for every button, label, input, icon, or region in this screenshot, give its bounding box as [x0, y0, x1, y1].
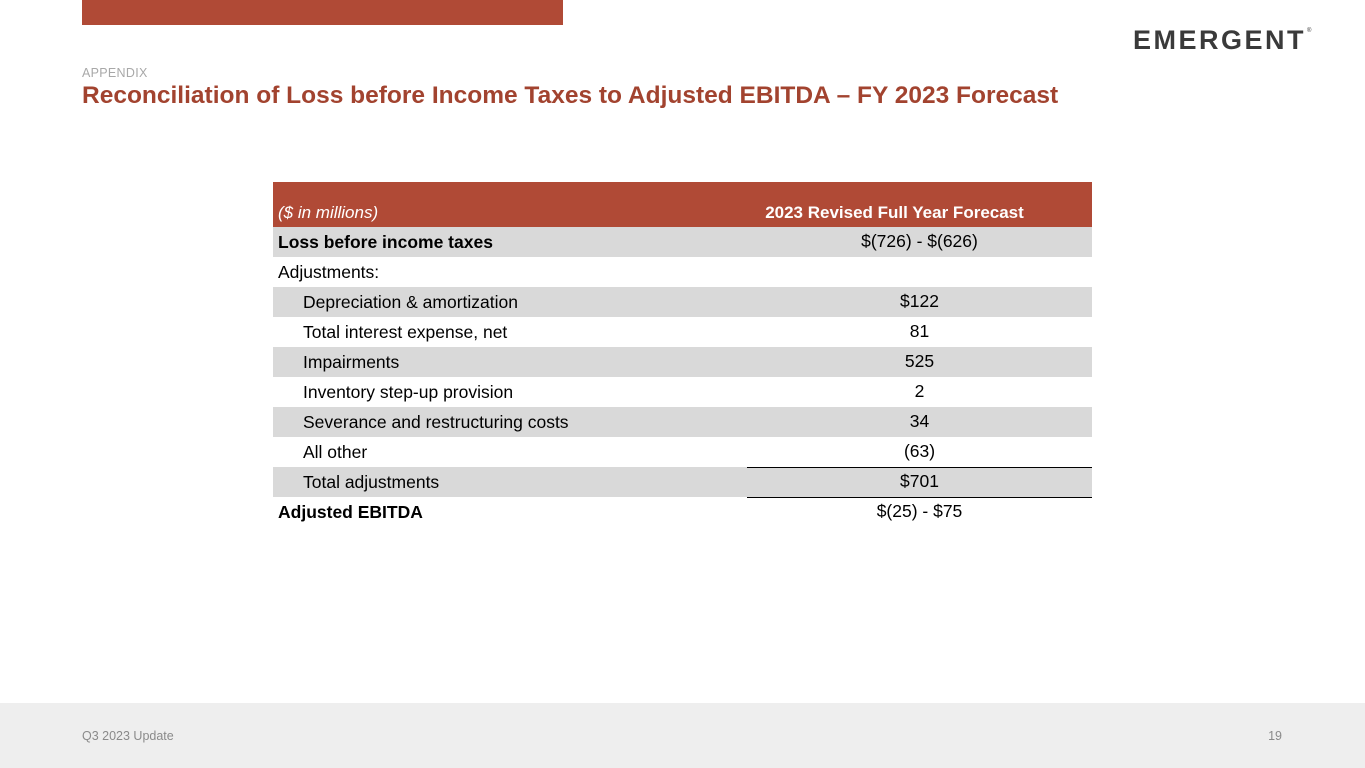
- row-value: $(726) - $(626): [861, 231, 978, 251]
- table-row: Impairments 525: [273, 347, 1092, 377]
- page-number: 19: [1268, 729, 1282, 743]
- row-value: 34: [909, 411, 930, 431]
- row-label: Impairments: [303, 352, 400, 372]
- row-value: 81: [909, 321, 930, 341]
- total-bottom-rule: [747, 497, 1092, 498]
- table-row: Depreciation & amortization $122: [273, 287, 1092, 317]
- footer-label: Q3 2023 Update: [82, 729, 174, 743]
- table-row: Total interest expense, net 81: [273, 317, 1092, 347]
- row-value: $701: [900, 471, 939, 491]
- table-header: ($ in millions) 2023 Revised Full Year F…: [273, 182, 1092, 227]
- row-value: $(25) - $75: [876, 501, 963, 521]
- section-label: APPENDIX: [82, 66, 148, 80]
- emergent-logo: EMERGENT ®: [1133, 25, 1312, 55]
- row-value: 525: [904, 351, 935, 371]
- row-label: Total adjustments: [303, 472, 440, 492]
- row-value: (63): [903, 441, 936, 461]
- table-row-total: Total adjustments $701: [273, 467, 1092, 498]
- row-label: Adjustments:: [278, 262, 380, 282]
- row-label: Severance and restructuring costs: [303, 412, 569, 432]
- footer: Q3 2023 Update 19: [0, 703, 1365, 768]
- row-value: $122: [900, 291, 939, 311]
- header-units: ($ in millions): [278, 203, 379, 222]
- row-label: Adjusted EBITDA: [278, 502, 423, 522]
- row-label: Inventory step-up provision: [303, 382, 514, 402]
- total-top-rule: [747, 467, 1092, 468]
- row-label: Depreciation & amortization: [303, 292, 518, 312]
- header-forecast: 2023 Revised Full Year Forecast: [765, 203, 1024, 222]
- table-row: Severance and restructuring costs 34: [273, 407, 1092, 437]
- row-label: Total interest expense, net: [303, 322, 508, 342]
- table-row: Adjustments:: [273, 257, 1092, 287]
- row-value: 2: [914, 381, 925, 401]
- row-label: All other: [303, 442, 368, 462]
- top-accent-bar: [82, 0, 563, 25]
- table-row: Loss before income taxes $(726) - $(626): [273, 227, 1092, 257]
- logo-trademark: ®: [1307, 28, 1312, 34]
- row-label: Loss before income taxes: [278, 232, 493, 252]
- page-title: Reconciliation of Loss before Income Tax…: [82, 82, 1059, 109]
- reconciliation-table: ($ in millions) 2023 Revised Full Year F…: [273, 182, 1092, 527]
- logo-text: EMERGENT: [1133, 25, 1307, 55]
- table-row: Inventory step-up provision 2: [273, 377, 1092, 407]
- table-row: All other (63): [273, 437, 1092, 467]
- table-row: Adjusted EBITDA $(25) - $75: [273, 497, 1092, 527]
